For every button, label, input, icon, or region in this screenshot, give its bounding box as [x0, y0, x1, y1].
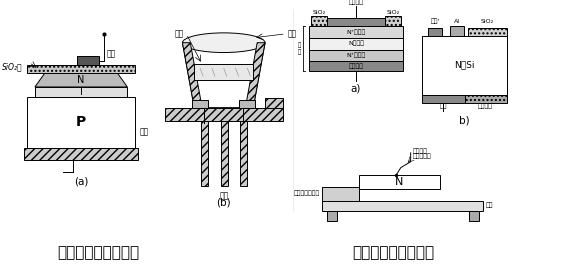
- Text: SiO₂: SiO₂: [481, 19, 494, 24]
- Text: 半導體晶片: 半導體晶片: [413, 153, 431, 159]
- Text: 陽極金屬: 陽極金屬: [349, 0, 364, 5]
- Text: b): b): [459, 115, 470, 125]
- Bar: [309, 61, 403, 71]
- Bar: [450, 26, 464, 36]
- Text: 窗口: 窗口: [288, 29, 297, 38]
- Bar: [165, 108, 283, 121]
- Text: N: N: [395, 177, 404, 187]
- Bar: [77, 56, 99, 65]
- Text: (a): (a): [74, 176, 89, 186]
- Bar: [24, 148, 138, 160]
- Bar: [322, 201, 483, 211]
- Text: 管芯: 管芯: [175, 29, 184, 38]
- Text: a): a): [351, 84, 361, 94]
- Bar: [27, 97, 135, 148]
- Bar: [322, 187, 360, 201]
- Bar: [265, 98, 283, 108]
- Text: (b): (b): [217, 197, 231, 207]
- Text: 前極: 前極: [107, 49, 116, 58]
- Bar: [312, 16, 327, 26]
- Bar: [465, 95, 507, 103]
- Text: SiO₂: SiO₂: [386, 10, 400, 15]
- Text: 電極: 電極: [439, 104, 447, 109]
- Text: N型Si: N型Si: [455, 61, 475, 70]
- Text: 金屬觸針: 金屬觸針: [413, 148, 428, 154]
- Polygon shape: [182, 43, 202, 108]
- Text: 歐姆接觸: 歐姆接觸: [478, 104, 493, 109]
- Polygon shape: [245, 43, 265, 108]
- Bar: [35, 87, 127, 97]
- Bar: [201, 121, 208, 186]
- Text: P: P: [76, 115, 86, 129]
- Bar: [192, 100, 208, 108]
- Text: N⁺外延層: N⁺外延層: [346, 29, 366, 35]
- Bar: [423, 36, 507, 95]
- Text: 管腳: 管腳: [219, 191, 228, 200]
- Text: 襯
片: 襯 片: [298, 43, 301, 55]
- Bar: [468, 28, 507, 36]
- Bar: [27, 65, 135, 73]
- Bar: [309, 26, 403, 38]
- Bar: [309, 50, 403, 61]
- Bar: [240, 121, 247, 186]
- Bar: [423, 95, 465, 103]
- Text: 肖特基二極管結構圖: 肖特基二極管結構圖: [352, 245, 434, 260]
- Ellipse shape: [182, 33, 265, 52]
- Text: Al: Al: [454, 19, 460, 24]
- Text: 歐姆性接觸電極: 歐姆性接觸電極: [294, 190, 320, 196]
- Text: N型襯片: N型襯片: [348, 41, 364, 46]
- Bar: [468, 211, 478, 221]
- Bar: [309, 38, 403, 50]
- Text: 電極': 電極': [431, 18, 440, 24]
- Text: SiO₂膜: SiO₂膜: [2, 63, 22, 72]
- Bar: [327, 18, 385, 26]
- Bar: [221, 121, 228, 186]
- Bar: [327, 211, 337, 221]
- Text: 快恢復二極管結構圖: 快恢復二極管結構圖: [57, 245, 139, 260]
- Text: N: N: [78, 75, 85, 85]
- Bar: [385, 16, 401, 26]
- Text: SiO₂: SiO₂: [313, 10, 326, 15]
- Polygon shape: [35, 73, 127, 87]
- Bar: [358, 175, 440, 189]
- Text: N⁺緩衝層: N⁺緩衝層: [346, 53, 366, 58]
- Bar: [240, 100, 255, 108]
- Text: 后極: 后極: [139, 128, 148, 137]
- Text: 支架: 支架: [485, 202, 493, 208]
- Bar: [194, 64, 253, 80]
- Text: I: I: [80, 87, 83, 97]
- Text: 陰極金屬: 陰極金屬: [349, 64, 364, 69]
- Bar: [428, 28, 442, 36]
